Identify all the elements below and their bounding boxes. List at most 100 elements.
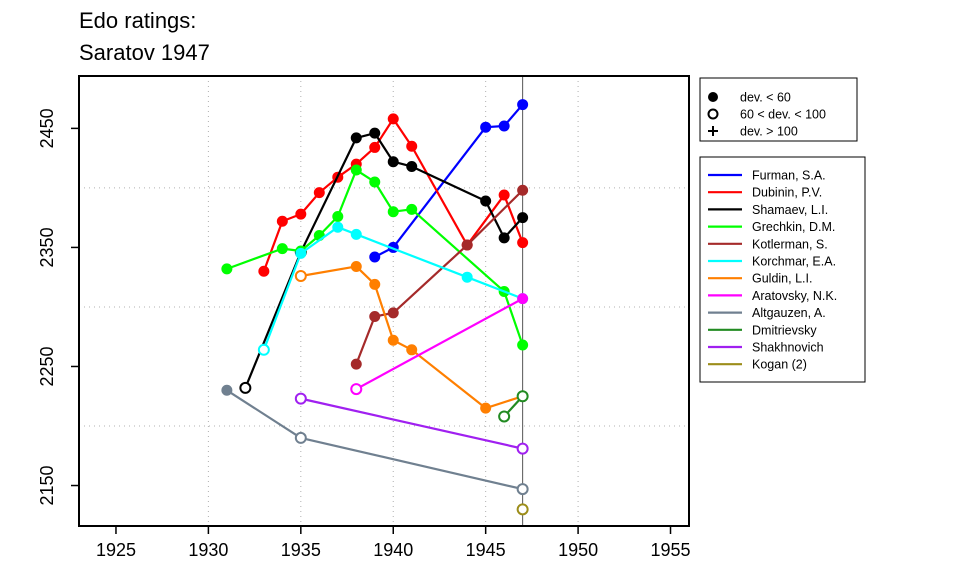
plus-marker-icon: [708, 126, 718, 136]
data-point-filled: [517, 184, 529, 196]
series-furman-s-a: [369, 99, 529, 263]
data-point-filled: [387, 334, 399, 346]
axes: 1925 1930 1935 1940 1945 1950 1955 2150 2250 2350…: [37, 75, 691, 560]
y-tick-label: 2150: [37, 466, 57, 506]
legends: dev. < 60 60 < dev. < 100 dev. > 100 Furman…: [699, 77, 866, 383]
series-dmitrievsky: [498, 390, 529, 423]
data-point-filled: [387, 113, 399, 125]
series-line-aratovsky-n-k: [355, 297, 524, 391]
data-point-filled: [406, 344, 418, 356]
data-point-filled: [498, 232, 510, 244]
data-point-filled: [369, 278, 381, 290]
data-point-open: [516, 503, 529, 516]
series-line-shakhnovich: [300, 397, 523, 450]
data-point-filled: [480, 402, 492, 414]
open-marker-icon: [707, 108, 719, 120]
data-point-filled: [369, 176, 381, 188]
data-point-filled: [387, 156, 399, 168]
grid: [79, 76, 689, 526]
series-line-guldin-l-i: [300, 265, 523, 410]
series-altgauzen-a: [221, 384, 529, 496]
legend-label-shamaev-l-i: Shamaev, L.I.: [752, 203, 828, 217]
data-point-filled: [350, 358, 362, 370]
data-point-filled: [406, 140, 418, 152]
data-point-filled: [517, 339, 529, 351]
data-point-filled: [517, 293, 529, 305]
data-point-filled: [387, 206, 399, 218]
series-legend: Furman, S.A. Dubinin, P.V. Shamaev, L.I. Gr…: [699, 156, 866, 383]
y-tick-label: 2250: [37, 346, 57, 386]
data-point-filled: [350, 164, 362, 176]
data-point-open: [498, 410, 511, 423]
series-legend-box: [699, 156, 866, 383]
data-point-filled: [406, 203, 418, 215]
series-line-shamaev-l-i: [244, 132, 524, 389]
data-point-filled: [369, 141, 381, 153]
data-point-filled: [387, 307, 399, 319]
legend-label-shakhnovich: Shakhnovich: [752, 341, 824, 355]
data-point-filled: [461, 239, 473, 251]
data-point-filled: [498, 189, 510, 201]
chart-title-line-2: Saratov 1947: [79, 40, 210, 65]
data-point-filled: [350, 260, 362, 272]
legend-label-furman-s-a: Furman, S.A.: [752, 169, 826, 183]
x-tick-label: 1935: [281, 540, 321, 560]
data-point-filled: [295, 247, 307, 259]
series-grechkin-d-m: [221, 164, 529, 351]
data-point-open: [516, 483, 529, 496]
series-shakhnovich: [294, 392, 529, 455]
data-point-filled: [350, 132, 362, 144]
data-point-filled: [258, 265, 270, 277]
legend-label-kogan-2: Kogan (2): [752, 358, 807, 372]
data-point-filled: [276, 215, 288, 227]
legend-label-dmitrievsky: Dmitrievsky: [752, 323, 817, 337]
legend-label-aratovsky-n-k: Aratovsky, N.K.: [752, 289, 837, 303]
data-point-open: [257, 343, 270, 356]
data-point-open: [516, 390, 529, 403]
series-line-korchmar-e-a: [262, 226, 524, 351]
data-point-filled: [350, 228, 362, 240]
data-point-filled: [517, 212, 529, 224]
marker-legend-label: dev. > 100: [740, 125, 798, 139]
data-point-filled: [461, 271, 473, 283]
series-kogan-2: [516, 503, 529, 516]
data-point-filled: [498, 120, 510, 132]
data-point-open: [294, 392, 307, 405]
y-tick-label: 2350: [37, 227, 57, 267]
data-point-filled: [480, 195, 492, 207]
data-point-filled: [221, 263, 233, 275]
filled-marker-icon: [708, 92, 718, 102]
series-group: [221, 99, 529, 516]
data-point-filled: [406, 160, 418, 172]
data-point-filled: [517, 99, 529, 111]
plot-frame: [78, 75, 690, 527]
data-point-filled: [369, 251, 381, 263]
chart-title-line-1: Edo ratings:: [79, 8, 196, 33]
series-dubinin-p-v: [258, 113, 529, 277]
data-point-filled: [295, 208, 307, 220]
marker-legend: dev. < 60 60 < dev. < 100 dev. > 100: [699, 77, 858, 142]
series-kotlerman-s: [350, 184, 529, 370]
data-point-open: [239, 381, 252, 394]
x-tick-label: 1955: [650, 540, 690, 560]
data-point-filled: [276, 243, 288, 255]
x-tick-label: 1925: [96, 540, 136, 560]
series-aratovsky-n-k: [350, 293, 529, 396]
data-point-filled: [313, 187, 325, 199]
legend-label-altgauzen-a: Altgauzen, A.: [752, 306, 826, 320]
x-tick-label: 1945: [466, 540, 506, 560]
data-point-open: [294, 270, 307, 282]
legend-label-korchmar-e-a: Korchmar, E.A.: [752, 255, 836, 269]
data-point-filled: [369, 310, 381, 322]
series-line-kotlerman-s: [355, 189, 524, 365]
data-point-open: [516, 442, 529, 455]
legend-label-kotlerman-s: Kotlerman, S.: [752, 237, 828, 251]
legend-label-grechkin-d-m: Grechkin, D.M.: [752, 220, 835, 234]
data-point-filled: [480, 121, 492, 133]
x-tick-label: 1940: [373, 540, 413, 560]
data-point-open: [294, 431, 307, 444]
series-shamaev-l-i: [239, 127, 529, 394]
x-tick-label: 1930: [188, 540, 228, 560]
data-point-filled: [332, 210, 344, 222]
